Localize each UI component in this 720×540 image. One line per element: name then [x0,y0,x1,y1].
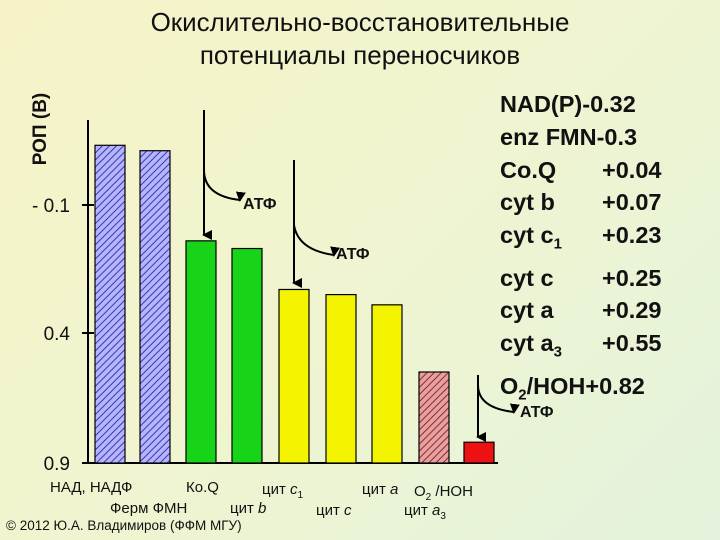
atp-arrow [293,160,341,257]
chart-title: Окислительно-восстановительные потенциал… [60,6,660,72]
potential-subscript: 2 [518,386,527,404]
potential-row: cyt c +0.25 [500,262,661,295]
bar-co-q [185,240,217,464]
potential-value: +0.29 [602,297,662,324]
potential-value: +0.25 [602,264,662,291]
chart-title-line1: Окислительно-восстановительные [150,7,570,37]
potential-name: cyt a3 [500,330,562,361]
y-tick-label: - 0.1 [32,196,70,217]
potential-name: cyt b [500,189,555,216]
potential-name: cyt c1 [500,222,562,253]
atp-label: АТФ [336,246,370,263]
category-label: цит c [316,502,352,519]
arrows-layer [202,110,520,442]
y-tick-label: 0.4 [44,324,71,345]
potential-row: Co.Q +0.04 [500,154,661,187]
category-label: Ферм ФМН [110,500,188,517]
potential-row: cyt a3 +0.55 [500,327,661,369]
category-label: цит c1 [262,481,304,501]
potential-value: +0.04 [602,156,662,183]
y-axis-label: РОП (В) [30,92,51,166]
y-tick-label: 0.9 [44,454,70,475]
bar-enz-fmn [139,150,171,464]
potentials-list: NAD(P) -0.32 enz FMN -0.3 Co.Q +0.04 cyt b +0.0… [500,88,661,412]
potential-name: Co.Q [500,156,557,183]
category-label: O2 /HOH [414,483,473,503]
potential-value: -0.32 [582,91,636,117]
atp-arrow [203,110,246,202]
bar-nad-p- [94,144,126,464]
potential-row: cyt b +0.07 [500,186,661,219]
potential-value: +0.07 [602,189,662,216]
potential-name: NAD(P) [500,91,583,117]
atp-label: АТФ [520,404,554,421]
potential-row: O2/HOH +0.82 [500,370,661,412]
potential-value: +0.55 [602,330,662,357]
bar-cyt-a [371,304,403,464]
category-label: цит a [362,481,399,498]
potential-value: +0.23 [602,222,662,249]
bar-cyt-c [325,294,357,464]
potential-name: cyt c [500,264,554,291]
potential-row: enz FMN -0.3 [500,121,661,154]
bars-layer [94,144,495,464]
potential-value: -0.3 [596,123,638,150]
bar-cyt-c1 [278,288,310,464]
bar-o2-hoh [463,441,495,464]
atp-label: АТФ [243,196,277,213]
bar-cyt-b [231,247,263,464]
footer-credit: © 2012 Ю.А. Владимиров (ФФМ МГУ) [6,518,242,533]
potential-value: +0.82 [585,372,645,399]
potential-row: NAD(P) -0.32 [500,88,661,121]
category-label: цит b [230,500,267,517]
category-label: Ко.Q [186,479,219,496]
potential-subscript: 3 [553,343,562,361]
potential-name: cyt a [500,297,554,324]
potential-subscript: 1 [553,235,562,253]
potential-name: O2/HOH [500,372,586,404]
chart-title-line2: потенциалы переносчиков [199,40,521,70]
category-label: цит a3 [404,502,446,522]
potential-row: cyt a +0.29 [500,294,661,327]
bar-cyt-a3 [418,371,450,464]
potential-row: cyt c1 +0.23 [500,219,661,261]
category-label: НАД, НАДФ [50,479,133,496]
potential-name: enz FMN [500,123,597,150]
